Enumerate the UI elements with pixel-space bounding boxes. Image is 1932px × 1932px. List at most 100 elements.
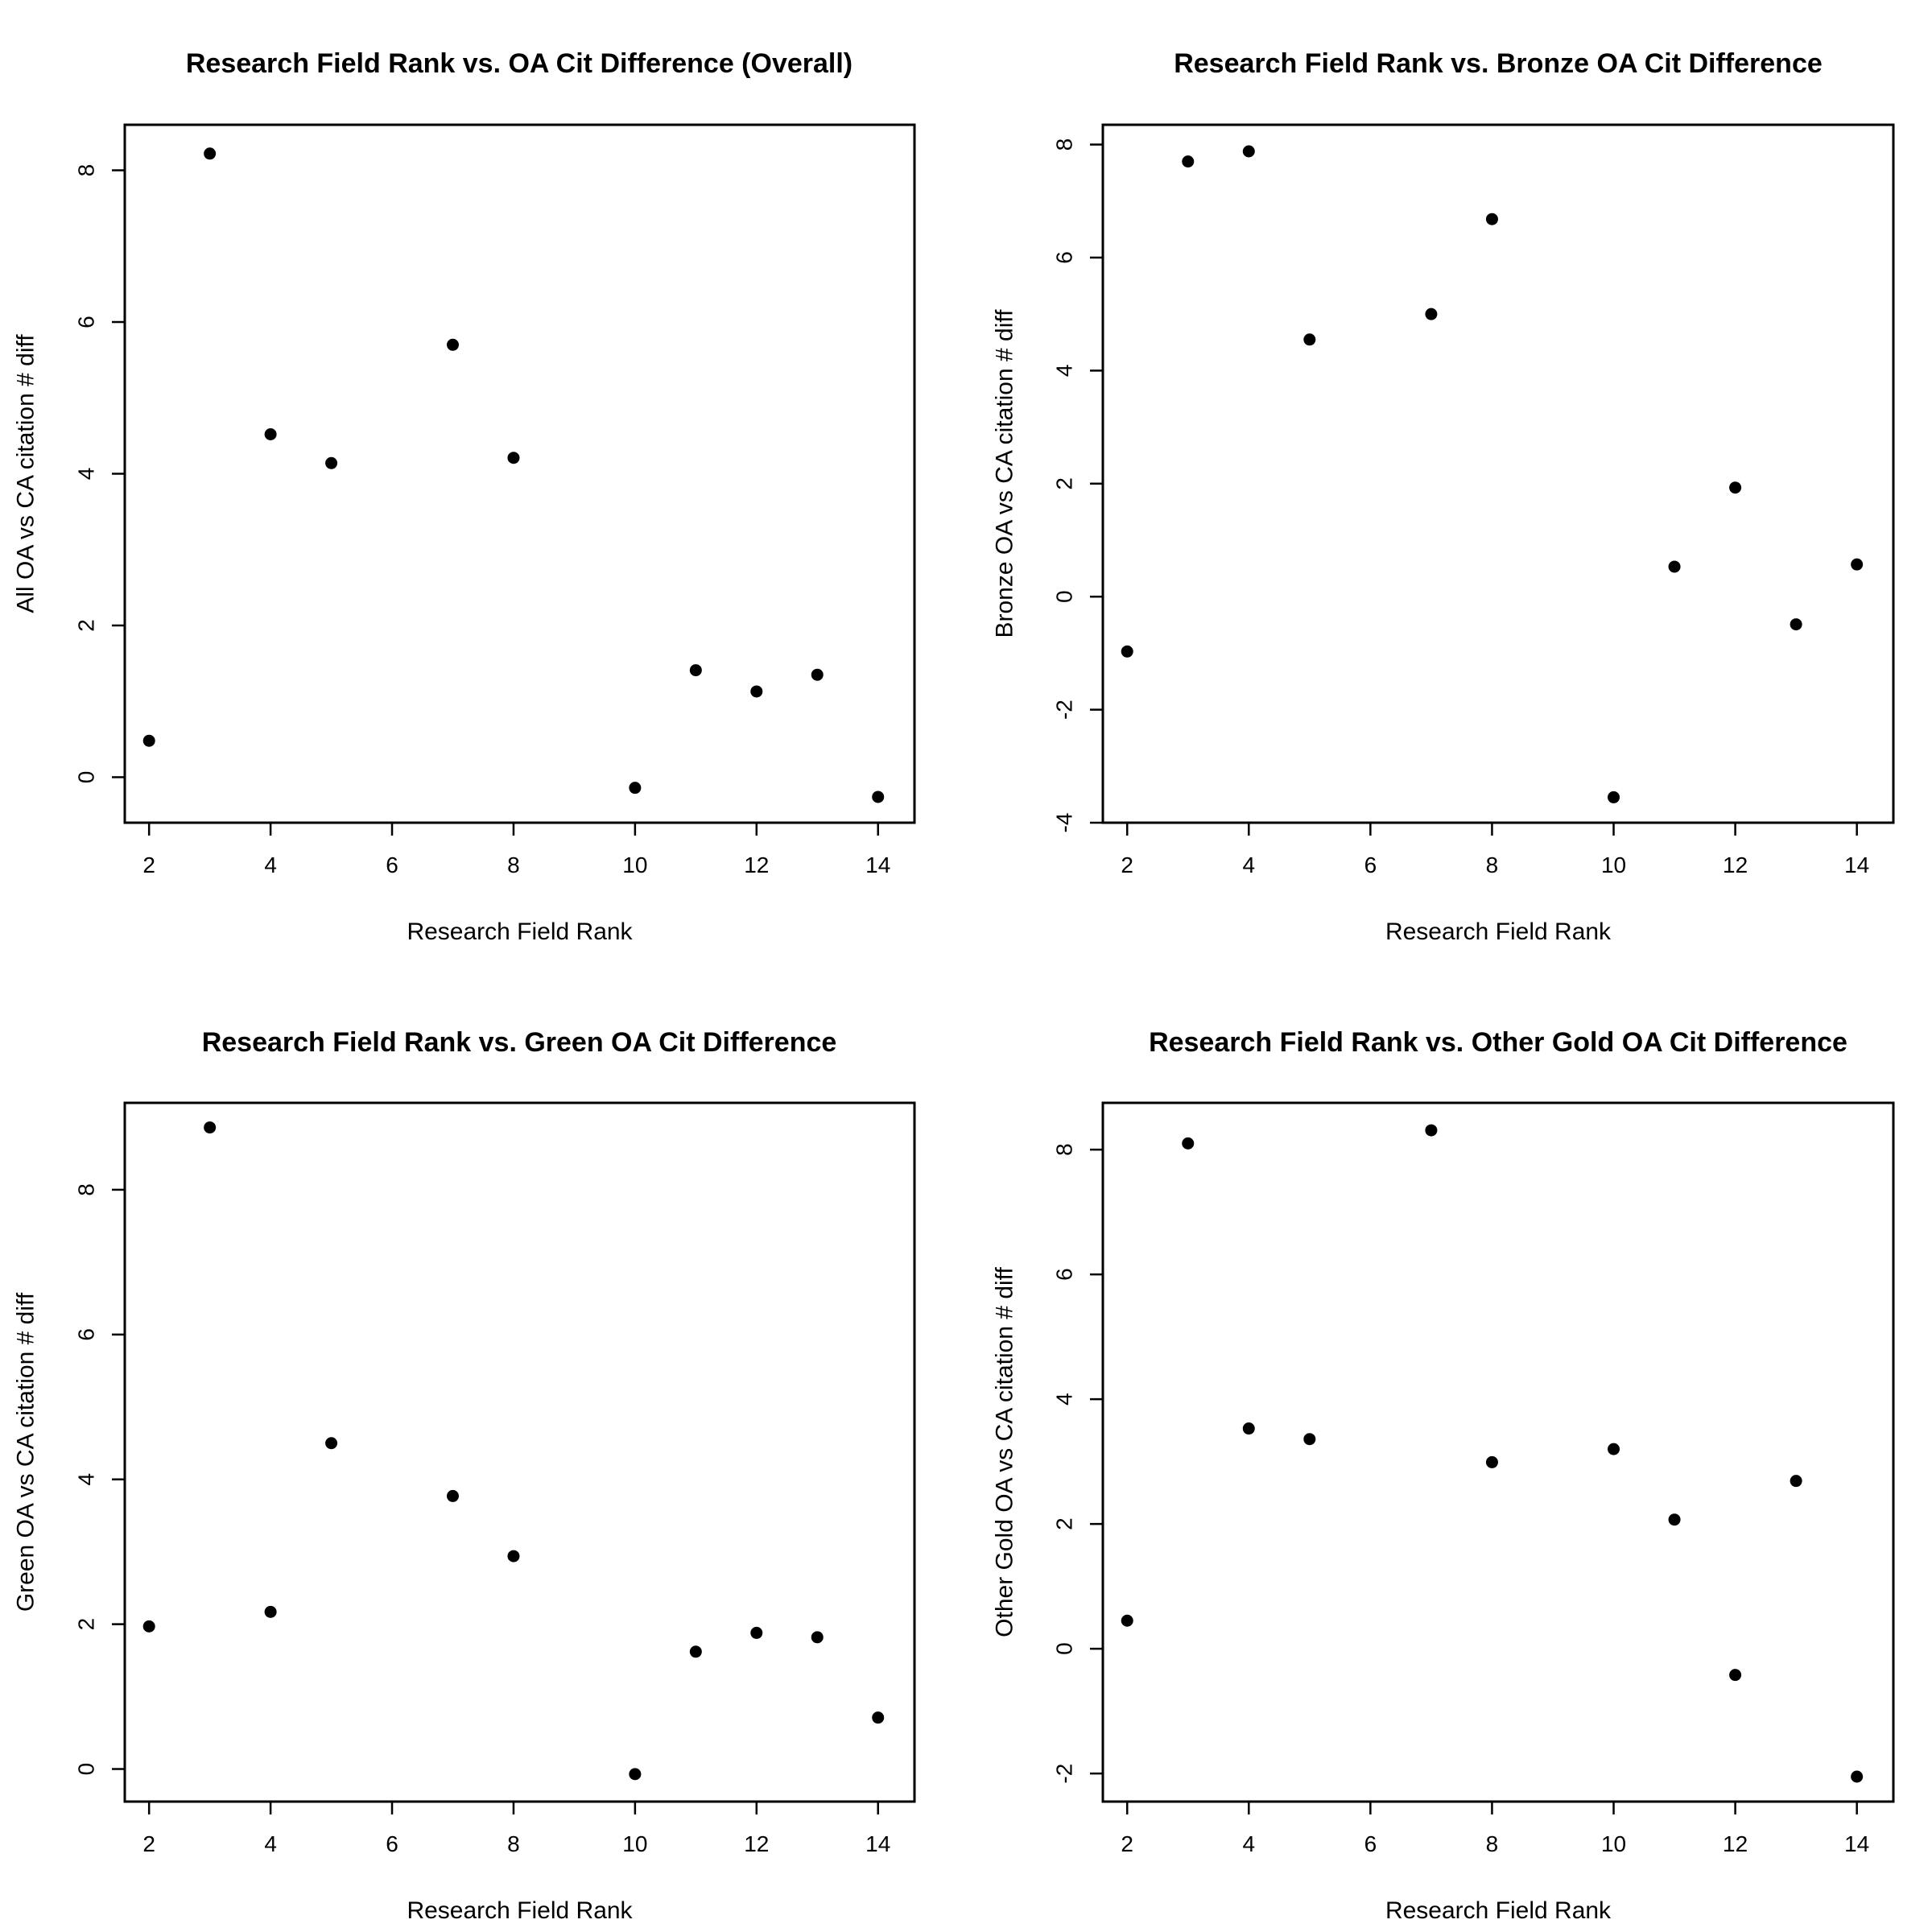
data-point	[1242, 1422, 1255, 1435]
x-tick-label: 14	[1844, 1831, 1869, 1856]
x-tick-label: 4	[264, 1831, 277, 1856]
y-tick-label: 4	[74, 468, 99, 481]
chart-title: Research Field Rank vs. Other Gold OA Ci…	[1149, 1027, 1847, 1058]
data-point	[1851, 1770, 1864, 1783]
data-point	[446, 338, 459, 351]
data-point	[142, 734, 155, 747]
x-tick-label: 4	[264, 852, 277, 877]
y-tick-label: -4	[1052, 813, 1077, 833]
y-tick-label: 6	[1052, 1268, 1077, 1281]
x-tick-label: 8	[1486, 852, 1499, 877]
x-tick-label: 12	[744, 1831, 769, 1856]
data-point	[1303, 333, 1316, 346]
x-tick-label: 2	[1121, 1831, 1133, 1856]
y-tick-label: 0	[74, 771, 99, 784]
panel-other-gold: Research Field Rank vs. Other Gold OA Ci…	[992, 1027, 1895, 1924]
data-point	[1790, 1475, 1802, 1488]
y-tick-label: 0	[74, 1763, 99, 1776]
data-point	[1425, 1124, 1438, 1137]
data-point	[629, 1768, 642, 1781]
x-tick-label: 2	[142, 1831, 155, 1856]
x-tick-label: 10	[622, 852, 647, 877]
y-tick-label: 2	[1052, 1517, 1077, 1530]
x-tick-label: 10	[1601, 1831, 1626, 1856]
data-point	[750, 1626, 763, 1639]
data-point	[1729, 481, 1742, 494]
x-axis-label: Research Field Rank	[1385, 919, 1612, 945]
data-point	[1182, 1137, 1195, 1150]
data-point	[1668, 560, 1681, 573]
panel-green: Research Field Rank vs. Green OA Cit Dif…	[13, 1027, 916, 1924]
y-tick-label: 6	[1052, 251, 1077, 264]
plot-frame	[123, 123, 916, 824]
y-tick-label: 2	[74, 1618, 99, 1631]
chart-title: Research Field Rank vs. OA Cit Differenc…	[186, 48, 852, 79]
y-tick-label: 0	[1052, 1642, 1077, 1655]
data-point	[1485, 213, 1498, 225]
data-point	[1608, 1443, 1620, 1455]
data-point	[507, 1550, 520, 1563]
data-point	[689, 664, 702, 677]
x-axis-label: Research Field Rank	[407, 919, 633, 945]
data-point	[325, 456, 338, 469]
x-tick-label: 12	[1723, 852, 1748, 877]
data-point	[1608, 791, 1620, 803]
x-tick-label: 2	[1121, 852, 1133, 877]
data-point	[1790, 618, 1802, 631]
y-tick-label: 8	[1052, 138, 1077, 151]
x-tick-label: 10	[1601, 852, 1626, 877]
y-tick-label: -2	[1052, 700, 1077, 720]
plot-frame	[1101, 1101, 1895, 1803]
x-tick-label: 8	[507, 852, 520, 877]
data-point	[204, 147, 217, 160]
data-point	[689, 1645, 702, 1658]
panel-bronze: Research Field Rank vs. Bronze OA Cit Di…	[992, 48, 1895, 945]
data-point	[872, 791, 885, 803]
y-axis-label: Bronze OA vs CA citation # diff	[992, 309, 1018, 638]
data-point	[1425, 308, 1438, 320]
data-point	[1121, 645, 1133, 658]
data-point	[1729, 1669, 1742, 1682]
x-tick-label: 4	[1243, 852, 1256, 877]
y-tick-label: 6	[74, 1328, 99, 1341]
x-tick-label: 2	[142, 852, 155, 877]
x-tick-label: 14	[1844, 852, 1869, 877]
y-axis-label: All OA vs CA citation # diff	[13, 334, 39, 613]
x-tick-label: 14	[865, 852, 890, 877]
y-tick-label: 2	[1052, 477, 1077, 490]
data-point	[1668, 1513, 1681, 1526]
data-point	[811, 668, 824, 681]
data-point	[264, 1605, 277, 1618]
x-tick-label: 12	[1723, 1831, 1748, 1856]
data-point	[325, 1437, 338, 1450]
panel-overall: Research Field Rank vs. OA Cit Differenc…	[13, 48, 916, 945]
y-tick-label: 4	[74, 1473, 99, 1486]
plot-frame	[123, 1101, 916, 1803]
x-tick-label: 6	[1364, 852, 1377, 877]
data-point	[264, 427, 277, 440]
data-point	[1121, 1614, 1133, 1627]
y-tick-label: 8	[74, 164, 99, 177]
data-point	[1182, 155, 1195, 168]
y-tick-label: 0	[1052, 590, 1077, 603]
data-point	[446, 1489, 459, 1502]
x-tick-label: 14	[865, 1831, 890, 1856]
data-point	[142, 1620, 155, 1633]
data-point	[872, 1711, 885, 1724]
data-point	[204, 1121, 217, 1134]
x-tick-label: 10	[622, 1831, 647, 1856]
x-tick-label: 12	[744, 852, 769, 877]
x-axis-label: Research Field Rank	[407, 1897, 633, 1924]
x-tick-label: 4	[1243, 1831, 1256, 1856]
plot-frame	[1101, 123, 1895, 824]
y-axis-label: Green OA vs CA citation # diff	[13, 1292, 39, 1612]
y-tick-label: -2	[1052, 1764, 1077, 1784]
x-tick-label: 6	[386, 1831, 398, 1856]
y-tick-label: 4	[1052, 365, 1077, 378]
chart-title: Research Field Rank vs. Green OA Cit Dif…	[202, 1027, 837, 1058]
y-tick-label: 8	[74, 1183, 99, 1196]
x-tick-label: 6	[386, 852, 398, 877]
y-tick-label: 4	[1052, 1393, 1077, 1406]
y-tick-label: 2	[74, 619, 99, 632]
